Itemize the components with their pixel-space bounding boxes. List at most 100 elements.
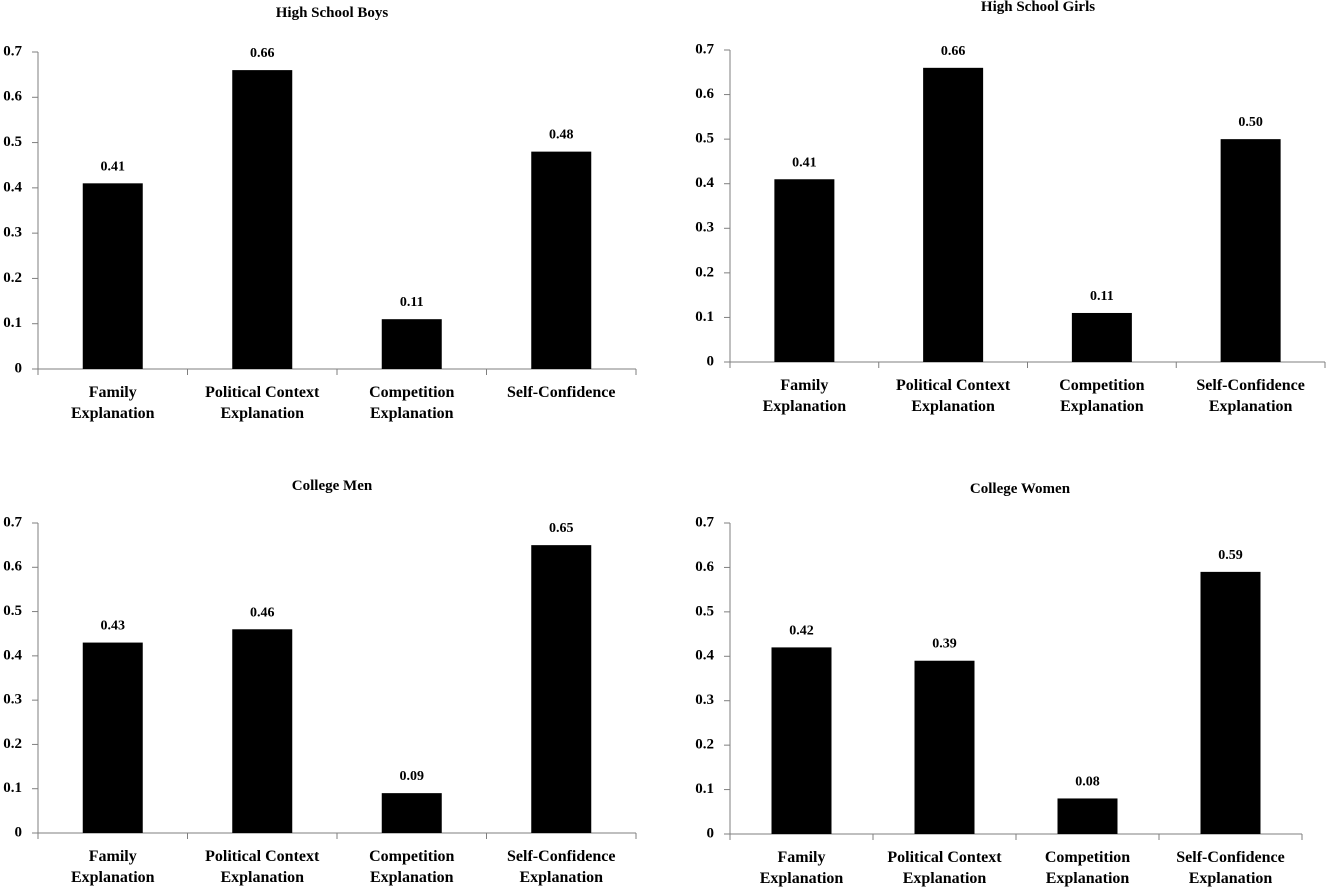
- y-tick-label: 0.7: [3, 43, 22, 59]
- x-tick-label: Competition Explanation: [369, 848, 454, 886]
- y-tick-label: 0.4: [3, 647, 22, 663]
- x-tick-label: Self-Confidence Explanation: [507, 848, 615, 886]
- y-tick-label: 0.1: [3, 315, 22, 331]
- bar: [914, 660, 975, 834]
- x-tick-label-line: Explanation: [71, 405, 155, 422]
- bar: [1220, 139, 1281, 362]
- x-tick-label: Competition Explanation: [369, 384, 454, 422]
- x-tick-label-line: Competition: [1045, 849, 1130, 866]
- bar: [1200, 571, 1261, 834]
- y-tick-label: 0.6: [3, 559, 22, 575]
- x-tick-label: Family Explanation: [760, 849, 844, 887]
- bar-chart: College Men 0 0.1 0.2 0.3 0.4 0.5 0.6 0.7 0.43 Fam…: [3, 478, 637, 886]
- x-tick-label-line: Political Context: [205, 848, 320, 865]
- bar: [82, 642, 143, 833]
- bar-chart: High School Boys 0 0.1 0.2 0.3 0.4 0.5 0.6 0.7 0.…: [3, 5, 637, 422]
- y-tick-label: 0.2: [3, 270, 22, 286]
- bar: [531, 545, 592, 833]
- bar: [531, 151, 592, 369]
- x-tick-label-line: Explanation: [220, 869, 304, 886]
- x-tick-label-line: Explanation: [1060, 398, 1144, 415]
- x-tick-label-line: Self-Confidence: [1176, 849, 1284, 866]
- value-label: 0.65: [549, 521, 574, 536]
- chart-title: College Women: [970, 481, 1071, 497]
- y-tick-label: 0: [707, 825, 715, 841]
- x-tick-label-line: Explanation: [1189, 870, 1273, 887]
- bar: [381, 319, 442, 369]
- y-tick-label: 0.6: [3, 89, 22, 105]
- y-tick-label: 0.1: [695, 781, 714, 797]
- bar: [232, 629, 293, 833]
- bar: [381, 793, 442, 833]
- x-tick-label-line: Explanation: [71, 869, 155, 886]
- x-tick-label-line: Explanation: [519, 869, 603, 886]
- y-tick-label: 0.5: [3, 134, 22, 150]
- chart-title: College Men: [292, 478, 373, 494]
- y-tick-label: 0.2: [3, 736, 22, 752]
- value-label: 0.11: [1090, 289, 1114, 304]
- x-tick-label-line: Explanation: [911, 398, 995, 415]
- value-label: 0.59: [1218, 548, 1243, 563]
- x-tick-label-line: Explanation: [220, 405, 304, 422]
- bar: [923, 67, 984, 362]
- value-label: 0.09: [400, 769, 425, 784]
- value-label: 0.39: [932, 637, 957, 652]
- x-tick-label-line: Explanation: [1209, 398, 1293, 415]
- bar: [232, 70, 293, 369]
- x-tick-label: Political Context Explanation: [887, 849, 1002, 887]
- bar: [1071, 312, 1132, 362]
- x-tick-label: Political Context Explanation: [205, 848, 320, 886]
- x-tick-label-line: Family: [780, 377, 828, 394]
- x-tick-label-line: Political Context: [887, 849, 1002, 866]
- y-tick-label: 0.3: [695, 220, 714, 236]
- value-label: 0.66: [250, 46, 275, 61]
- y-tick-label: 0.6: [695, 559, 714, 575]
- bar: [774, 179, 835, 362]
- y-tick-label: 0.5: [695, 603, 714, 619]
- x-tick-label-line: Explanation: [370, 405, 454, 422]
- x-tick-label: Competition Explanation: [1045, 849, 1130, 887]
- x-tick-label: Self-Confidence: [507, 384, 615, 401]
- y-tick-label: 0.4: [695, 648, 714, 664]
- y-tick-label: 0.5: [695, 131, 714, 147]
- x-tick-label-line: Competition: [369, 384, 454, 401]
- bar: [82, 183, 143, 369]
- bar-chart: High School Girls 0 0.1 0.2 0.3 0.4 0.5 0.6 0.7 0…: [695, 0, 1326, 415]
- x-tick-label-line: Family: [778, 849, 826, 866]
- y-tick-label: 0.6: [695, 86, 714, 102]
- x-tick-label-line: Family: [89, 384, 137, 401]
- value-label: 0.11: [400, 295, 424, 310]
- x-tick-label: Political Context Explanation: [896, 377, 1011, 415]
- y-tick-label: 0.3: [3, 225, 22, 241]
- x-tick-label-line: Self-Confidence: [1196, 377, 1304, 394]
- y-tick-label: 0.2: [695, 264, 714, 280]
- x-tick-label-line: Political Context: [896, 377, 1011, 394]
- bar-chart: College Women 0 0.1 0.2 0.3 0.4 0.5 0.6 0.7 0.42 F…: [695, 481, 1303, 887]
- x-tick-label: Political Context Explanation: [205, 384, 320, 422]
- y-tick-label: 0.5: [3, 603, 22, 619]
- y-tick-label: 0.7: [695, 41, 714, 57]
- x-tick-label-line: Self-Confidence: [507, 384, 615, 401]
- value-label: 0.48: [549, 128, 574, 143]
- x-tick-label: Family Explanation: [763, 377, 847, 415]
- x-tick-label: Family Explanation: [71, 384, 155, 422]
- bar: [1057, 798, 1118, 834]
- y-tick-label: 0.4: [3, 179, 22, 195]
- value-label: 0.46: [250, 605, 275, 620]
- chart-title: High School Girls: [981, 0, 1095, 15]
- value-label: 0.43: [101, 619, 126, 634]
- bar: [771, 647, 832, 834]
- x-tick-label: Family Explanation: [71, 848, 155, 886]
- value-label: 0.08: [1075, 774, 1100, 789]
- chart-title: High School Boys: [276, 5, 389, 21]
- y-tick-label: 0.2: [695, 737, 714, 753]
- x-tick-label-line: Self-Confidence: [507, 848, 615, 865]
- y-tick-label: 0.7: [695, 514, 714, 530]
- x-tick-label-line: Explanation: [903, 870, 987, 887]
- y-tick-label: 0.4: [695, 175, 714, 191]
- y-tick-label: 0.7: [3, 514, 22, 530]
- x-tick-label: Competition Explanation: [1059, 377, 1144, 415]
- x-tick-label-line: Explanation: [1046, 870, 1130, 887]
- x-tick-label-line: Political Context: [205, 384, 320, 401]
